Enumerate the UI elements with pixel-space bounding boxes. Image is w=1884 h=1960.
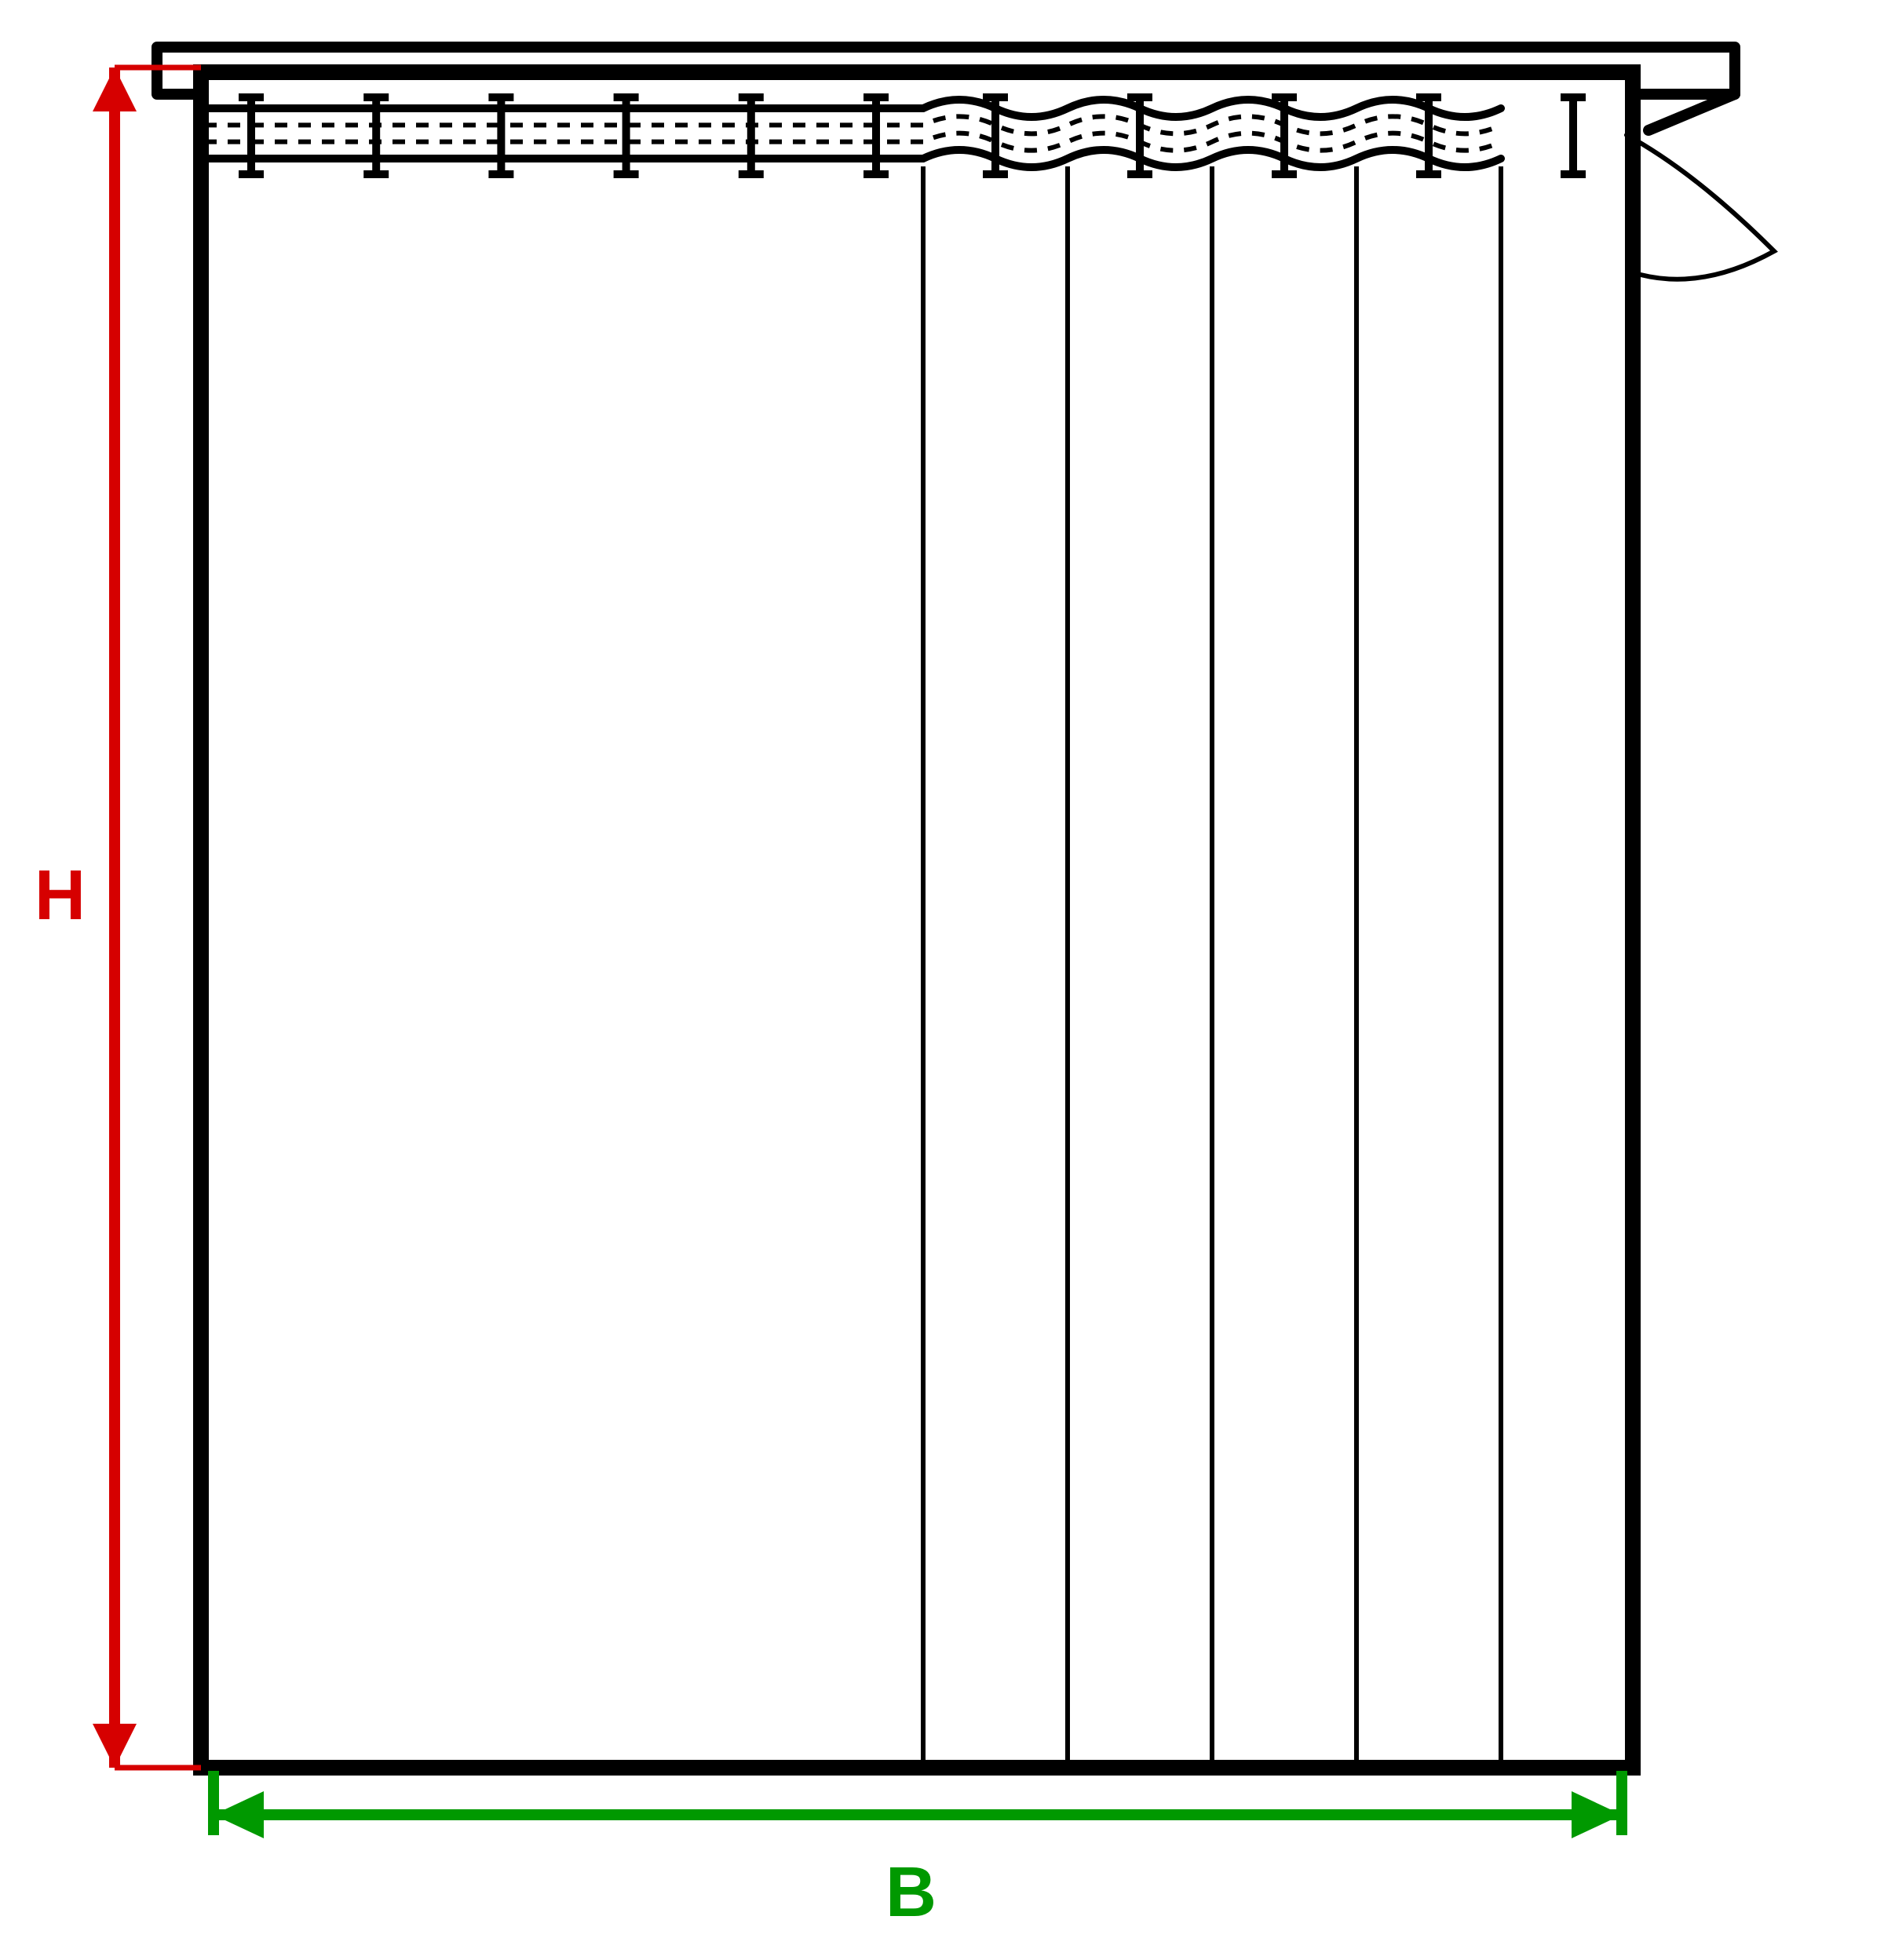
height-dimension-label: H (35, 856, 86, 936)
diagram-svg (0, 0, 1884, 1960)
width-dimension-label: B (885, 1852, 937, 1933)
blind-diagram: H B (0, 0, 1884, 1960)
